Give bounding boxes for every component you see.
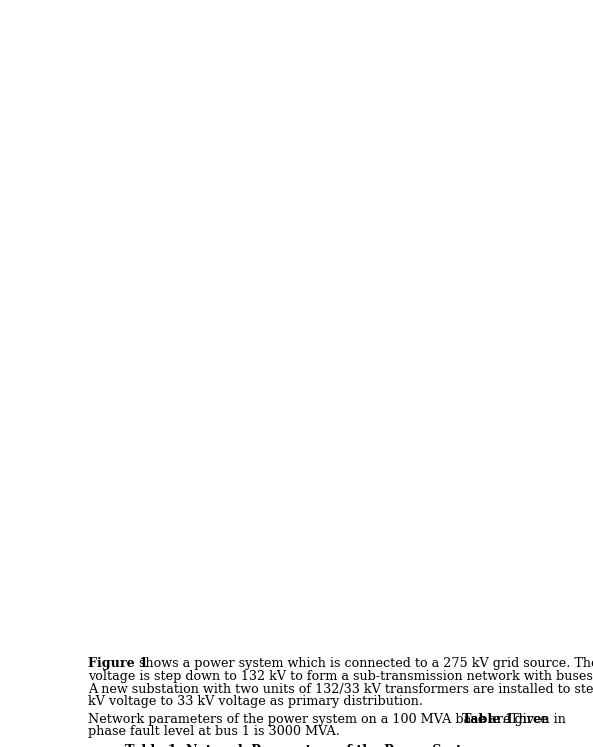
Text: phase fault level at bus 1 is 3000 MVA.: phase fault level at bus 1 is 3000 MVA. [88, 725, 340, 738]
Text: voltage is step down to 132 kV to form a sub-transmission network with buses 2, : voltage is step down to 132 kV to form a… [88, 670, 593, 683]
Text: Table 1: Network Parameters of the Power System: Table 1: Network Parameters of the Power… [125, 744, 483, 747]
Text: Table 1: Table 1 [461, 713, 514, 725]
Text: shows a power system which is connected to a 275 kV grid source. The 275 kV: shows a power system which is connected … [135, 657, 593, 670]
Text: Figure 1: Figure 1 [88, 657, 148, 670]
Text: . Three: . Three [502, 713, 547, 725]
Text: kV voltage to 33 kV voltage as primary distribution.: kV voltage to 33 kV voltage as primary d… [88, 695, 423, 708]
Text: Network parameters of the power system on a 100 MVA base are given in: Network parameters of the power system o… [88, 713, 570, 725]
Text: A new substation with two units of 132/33 kV transformers are installed to step : A new substation with two units of 132/3… [88, 683, 593, 695]
